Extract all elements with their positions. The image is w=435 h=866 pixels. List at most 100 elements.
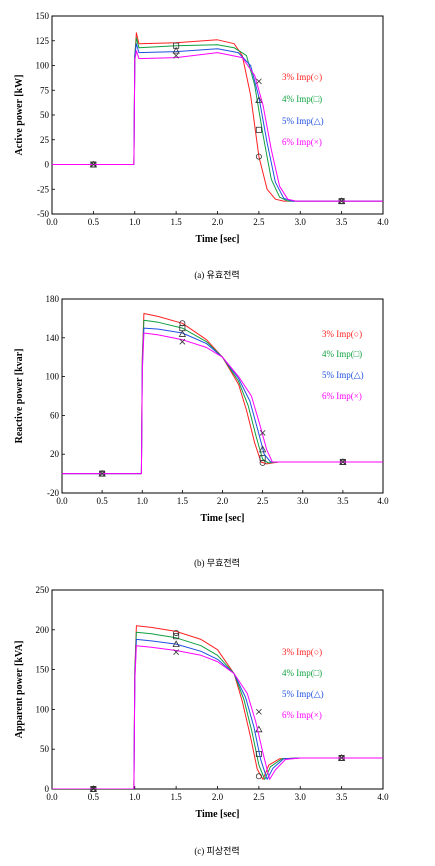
x-tick-label: 1.0 xyxy=(137,496,149,506)
legend-entry: 4% Imp(□) xyxy=(282,668,322,678)
x-tick-label: 1.5 xyxy=(171,792,183,802)
legend-entry: 5% Imp(△) xyxy=(282,116,324,126)
legend-entry: 5% Imp(△) xyxy=(322,370,364,380)
legend-entry: 6% Imp(×) xyxy=(282,710,322,720)
y-tick-label: 0 xyxy=(45,160,50,170)
y-axis-label: Active power [kW] xyxy=(14,75,25,156)
chart-3: 0.0 0.5 1.0 1.5 2.0 2.5 3.0 3.5 4.0 250 200 150 100 5… xyxy=(14,585,389,856)
x-axis-label: Time [sec] xyxy=(196,234,240,245)
y-tick-label: 100 xyxy=(36,61,50,71)
x-tick-label: 2.0 xyxy=(212,217,224,227)
x-tick-label: 2.5 xyxy=(257,496,269,506)
y-tick-label: -25 xyxy=(37,184,49,194)
x-tick-label: 3.5 xyxy=(337,496,349,506)
x-tick-label: 1.0 xyxy=(129,792,141,802)
legend-entry: 3% Imp(○) xyxy=(322,329,362,339)
x-tick-label: 0.0 xyxy=(46,792,58,802)
marker-x xyxy=(90,786,97,792)
series-line-square xyxy=(52,37,383,202)
x-tick-label: 3.5 xyxy=(336,217,348,227)
marker-x xyxy=(339,459,346,465)
y-tick-label: 100 xyxy=(46,372,60,382)
y-tick-label: 250 xyxy=(36,585,50,595)
y-tick-label: 100 xyxy=(36,704,50,714)
y-axis-label: Apparent power [kVA] xyxy=(14,641,25,739)
y-tick-label: 140 xyxy=(46,333,60,343)
y-tick-label: 75 xyxy=(40,85,50,95)
marker-square xyxy=(255,126,262,133)
marker-square xyxy=(173,633,180,640)
marker-x xyxy=(179,338,186,345)
series-line-circle xyxy=(52,625,383,789)
x-tick-label: 3.0 xyxy=(295,792,307,802)
legend-entry: 4% Imp(□) xyxy=(322,349,362,359)
marker-triangle xyxy=(255,96,263,104)
legend-entry: 3% Imp(○) xyxy=(282,647,322,657)
marker-x xyxy=(338,198,345,205)
x-tick-label: 4.0 xyxy=(377,217,389,227)
series-line-triangle xyxy=(52,43,383,202)
legend-entry: 5% Imp(△) xyxy=(282,689,324,699)
y-tick-label: 60 xyxy=(50,410,60,420)
chart-caption: (b) 무효전력 xyxy=(194,557,240,568)
y-tick-label: 200 xyxy=(36,625,50,635)
y-tick-label: 0 xyxy=(45,784,50,794)
plot-frame xyxy=(51,589,384,790)
marker-x xyxy=(90,161,97,168)
x-tick-label: 2.0 xyxy=(212,792,224,802)
marker-circle xyxy=(173,629,180,636)
marker-circle xyxy=(255,773,262,780)
x-tick-label: 3.0 xyxy=(295,217,307,227)
marker-triangle xyxy=(258,445,267,453)
marker-x xyxy=(255,78,262,85)
legend-entry: 4% Imp(□) xyxy=(282,94,322,104)
x-axis-label: Time [sec] xyxy=(196,809,240,820)
chart-1: 0.0 0.5 1.0 1.5 2.0 2.5 3.0 3.5 4.0 150 125 100 75 50… xyxy=(14,11,389,280)
x-tick-label: 0.5 xyxy=(88,792,100,802)
x-tick-label: 3.0 xyxy=(297,496,309,506)
series-line-circle xyxy=(52,32,383,202)
x-tick-label: 3.5 xyxy=(336,792,348,802)
marker-x xyxy=(338,755,345,761)
marker-x xyxy=(259,429,266,436)
marker-x xyxy=(99,470,106,477)
x-tick-label: 1.0 xyxy=(129,217,141,227)
chart-2: 0.0 0.5 1.0 1.5 2.0 2.5 3.0 3.5 4.0 180 140 100 60 20… xyxy=(14,294,389,568)
marker-x xyxy=(255,708,262,715)
marker-circle xyxy=(255,153,262,160)
y-tick-label: 150 xyxy=(36,11,50,21)
y-tick-label: -50 xyxy=(37,209,49,219)
y-tick-label: 50 xyxy=(40,110,50,120)
x-axis-label: Time [sec] xyxy=(201,513,245,524)
x-tick-label: 0.0 xyxy=(46,217,58,227)
series-line-x xyxy=(62,332,383,475)
y-tick-label: -20 xyxy=(47,488,59,498)
chart-caption: (c) 피상전력 xyxy=(194,845,239,856)
y-tick-label: 20 xyxy=(50,449,60,459)
chart-caption: (a) 유효전력 xyxy=(194,269,239,280)
x-tick-label: 2.5 xyxy=(253,792,265,802)
x-tick-label: 0.0 xyxy=(56,496,68,506)
y-tick-label: 150 xyxy=(36,665,50,675)
x-tick-label: 2.5 xyxy=(253,217,265,227)
legend-entry: 3% Imp(○) xyxy=(282,72,322,82)
marker-x xyxy=(173,52,180,59)
y-tick-label: 180 xyxy=(46,294,60,304)
x-tick-label: 4.0 xyxy=(377,496,389,506)
x-tick-label: 1.5 xyxy=(177,496,189,506)
y-axis-label: Reactive power [kvar] xyxy=(14,349,25,444)
marker-triangle xyxy=(172,640,180,648)
plot-frame xyxy=(51,15,384,215)
y-tick-label: 25 xyxy=(40,135,50,145)
x-tick-label: 0.5 xyxy=(88,217,100,227)
marker-triangle xyxy=(178,330,187,337)
marker-square xyxy=(259,455,266,462)
marker-triangle xyxy=(172,46,180,54)
x-tick-label: 1.5 xyxy=(171,217,183,227)
legend-entry: 6% Imp(×) xyxy=(322,391,362,401)
marker-x xyxy=(173,649,180,655)
legend-entry: 6% Imp(×) xyxy=(282,137,322,147)
x-tick-label: 0.5 xyxy=(97,496,109,506)
y-tick-label: 50 xyxy=(40,744,50,754)
